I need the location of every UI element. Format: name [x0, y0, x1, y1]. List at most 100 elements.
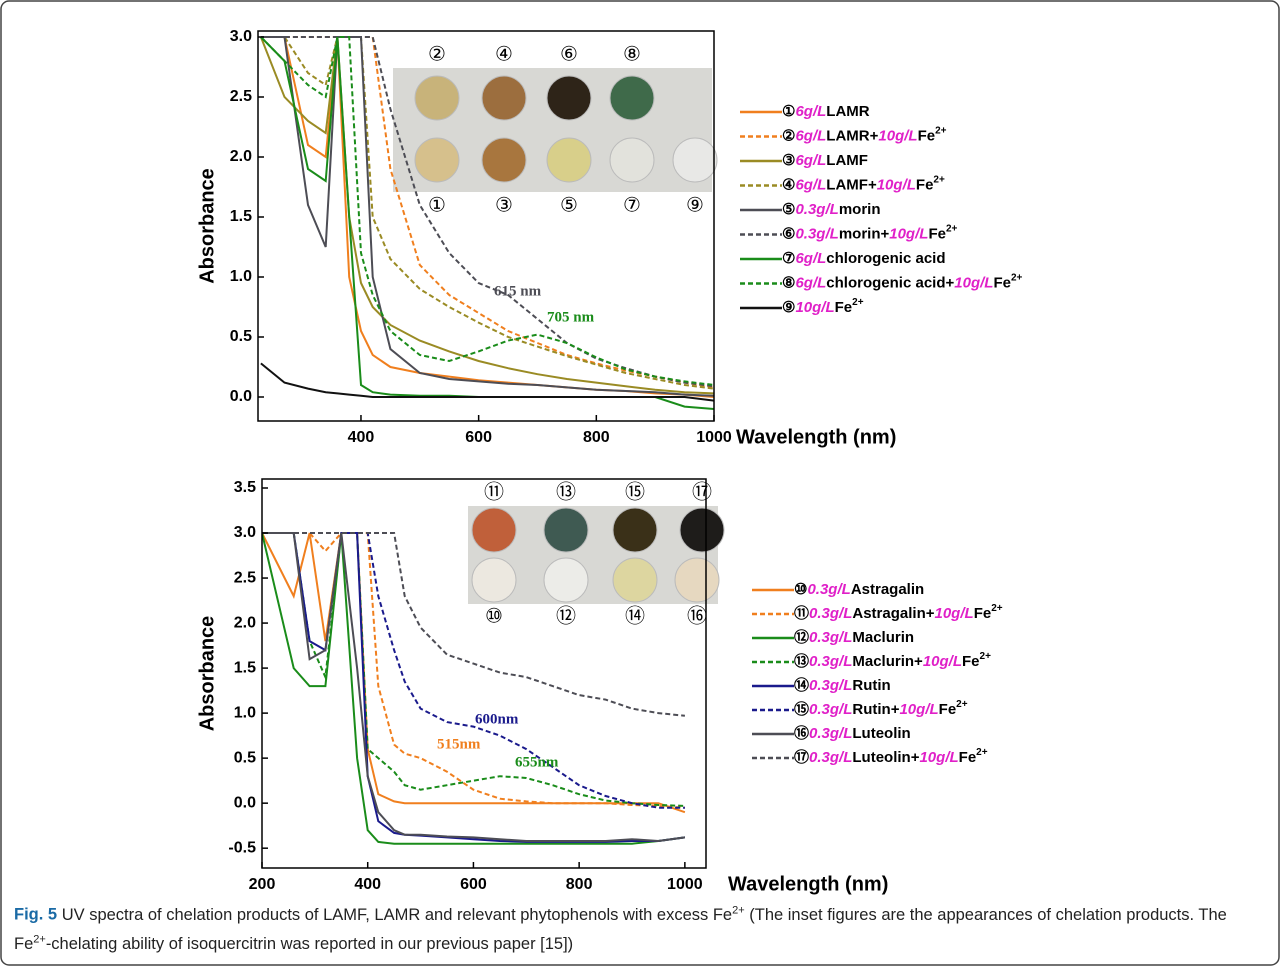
legend-label: ⑧6g/Lchlorogenic acid+10g/LFe2+: [782, 273, 1023, 292]
inset-label: ②: [428, 42, 446, 66]
well: [612, 557, 658, 603]
legend-label: ⑤0.3g/Lmorin: [782, 201, 880, 218]
well: [679, 507, 725, 553]
inset-label: ⑧: [623, 42, 641, 66]
annotation: 655nm: [515, 754, 559, 770]
well: [414, 75, 460, 121]
legend-label: ⑰0.3g/LLuteolin+10g/LFe2+: [794, 747, 988, 766]
well: [674, 557, 720, 603]
inset-label: ⑭: [625, 604, 645, 628]
y-tick-label: 0.5: [234, 749, 256, 766]
x-tick-label: 400: [354, 876, 381, 893]
well: [481, 75, 527, 121]
y-tick-label: 0.5: [230, 328, 252, 345]
well: [609, 137, 655, 183]
legend-label: ⑫0.3g/LMaclurin: [794, 628, 914, 646]
inset-label: ①: [428, 193, 446, 217]
plot-0: ② ④ ⑥ ⑧ ① ③ ⑤ ⑦ ⑨ ①6g/LLAMR ②6g/LLAMR+10g/LFe2+ ③6g…: [196, 28, 1022, 448]
legend-label: ⑯0.3g/LLuteolin: [794, 724, 911, 742]
y-tick-label: 2.0: [234, 614, 256, 631]
well: [612, 507, 658, 553]
x-tick-label: 600: [460, 876, 487, 893]
inset-label: ⑰: [692, 480, 712, 504]
well: [546, 137, 592, 183]
y-tick-label: 1.0: [230, 268, 252, 285]
x-tick-label: 800: [583, 429, 610, 446]
series-line: [260, 36, 714, 390]
y-tick-label: 1.5: [230, 208, 252, 225]
inset-label: ⑫: [556, 604, 576, 628]
y-tick-label: 0.0: [230, 388, 252, 405]
annotation: 600nm: [475, 711, 519, 727]
inset-label: ④: [495, 42, 513, 66]
series-line: [262, 532, 686, 843]
series-line: [260, 36, 714, 388]
x-axis-label: Wavelength (nm): [728, 873, 888, 895]
x-axis-label: Wavelength (nm): [736, 426, 896, 448]
x-tick-label: 200: [249, 876, 276, 893]
y-tick-label: 3.0: [230, 28, 252, 45]
series-line: [260, 36, 714, 397]
legend-label: ①6g/LLAMR: [782, 103, 870, 120]
inset-label: ⑬: [556, 480, 576, 504]
caption-text: UV spectra of chelation products of LAMF…: [14, 904, 1227, 953]
y-axis-label: Absorbance: [196, 616, 218, 732]
legend-label: ⑦6g/Lchlorogenic acid: [782, 250, 946, 267]
legend-label: ⑪0.3g/LAstragalin+10g/LFe2+: [794, 603, 1003, 622]
well: [414, 137, 460, 183]
inset-label: ⑤: [560, 193, 578, 217]
legend-label: ⑮0.3g/LRutin+10g/LFe2+: [794, 699, 968, 718]
x-tick-label: 400: [348, 429, 375, 446]
legend-label: ⑩0.3g/LAstragalin: [794, 581, 924, 598]
inset-label: ③: [495, 193, 513, 217]
series-line: [262, 532, 685, 807]
annotation: 615 nm: [494, 283, 542, 299]
series-line: [260, 36, 714, 386]
annotation: 515nm: [437, 736, 481, 752]
series-line: [259, 36, 714, 395]
x-tick-label: 800: [566, 876, 593, 893]
y-tick-label: 3.5: [234, 479, 256, 496]
legend-label: ⑥0.3g/Lmorin+10g/LFe2+: [782, 224, 958, 243]
well: [609, 75, 655, 121]
x-tick-label: 1000: [696, 429, 732, 446]
y-tick-label: 2.5: [234, 569, 256, 586]
plot-frame: [257, 30, 715, 422]
y-tick-label: -0.5: [228, 839, 256, 856]
x-tick-label: 1000: [667, 876, 703, 893]
inset-label: ⑯: [687, 604, 707, 628]
y-axis-label: Absorbance: [196, 168, 218, 284]
y-tick-label: 0.0: [234, 794, 256, 811]
well: [543, 507, 589, 553]
legend-label: ⑬0.3g/LMaclurin+10g/LFe2+: [794, 651, 991, 670]
y-tick-label: 2.0: [230, 148, 252, 165]
annotation: 705 nm: [547, 309, 595, 325]
inset-label: ⑩: [485, 604, 503, 628]
series-line: [262, 532, 686, 717]
legend-label: ②6g/LLAMR+10g/LFe2+: [782, 126, 947, 145]
plot-1: ⑪ ⑬ ⑮ ⑰ ⑩ ⑫ ⑭ ⑯ ⑩0.3g/LAstragalin ⑪0.3g/LAstragal…: [196, 478, 1003, 895]
well: [481, 137, 527, 183]
y-tick-label: 3.0: [234, 524, 256, 541]
inset-label: ⑮: [625, 480, 645, 504]
series-line: [260, 362, 714, 402]
series-line: [262, 532, 686, 845]
well: [471, 557, 517, 603]
caption: Fig. 5 UV spectra of chelation products …: [14, 898, 1264, 957]
caption-label: Fig. 5: [14, 905, 58, 924]
legend-label: ④6g/LLAMF+10g/LFe2+: [782, 175, 945, 194]
well: [546, 75, 592, 121]
y-tick-label: 1.0: [234, 704, 256, 721]
inset-label: ⑨: [686, 193, 704, 217]
inset-label: ⑥: [560, 42, 578, 66]
legend-label: ③6g/LLAMF: [782, 152, 868, 169]
y-tick-label: 2.5: [230, 88, 252, 105]
series-line: [262, 532, 685, 809]
legend-label: ⑭0.3g/LRutin: [794, 676, 891, 694]
well: [672, 137, 718, 183]
legend-label: ⑨10g/LFe2+: [782, 297, 864, 316]
inset-label: ⑪: [484, 480, 504, 504]
